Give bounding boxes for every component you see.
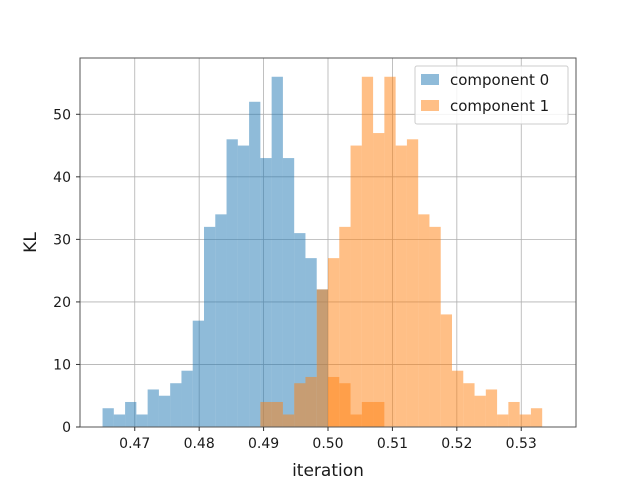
bar-series-2-bin-6 xyxy=(395,145,407,427)
bar-series-2-bin-2 xyxy=(350,145,362,427)
bar-series-0-bin-15 xyxy=(271,76,283,428)
bar-series-0-bin-0 xyxy=(102,408,114,427)
bar-series-2-bin-18 xyxy=(530,408,543,427)
bar-series-0-bin-17 xyxy=(294,233,306,427)
bar-series-0-bin-7 xyxy=(181,370,193,427)
bar-series-2-bin-4 xyxy=(373,133,385,427)
bar-series-0-bin-6 xyxy=(170,383,182,427)
bar-series-2-bin-14 xyxy=(485,389,498,427)
y-tick-label-40: 40 xyxy=(53,170,71,186)
bar-series-2-bin-5 xyxy=(384,76,396,428)
bar-series-2-bin-16 xyxy=(508,401,520,427)
y-tick-label-0: 0 xyxy=(62,420,71,436)
bar-series-0-bin-1 xyxy=(113,414,126,427)
bar-series-2-bin-15 xyxy=(497,414,509,427)
bar-series-0-bin-3 xyxy=(136,414,148,427)
bar-series-2-bin-11 xyxy=(452,370,464,427)
legend-swatch-component-1 xyxy=(421,100,439,111)
bar-series-0-bin-4 xyxy=(147,389,159,427)
bar-series-2-bin-1 xyxy=(339,226,351,427)
bar-series-0-bin-8 xyxy=(192,320,204,427)
x-tick-label-0.50: 0.50 xyxy=(312,436,343,452)
legend-box xyxy=(414,65,569,125)
bar-series-2-bin-10 xyxy=(440,314,452,427)
x-tick-label-0.48: 0.48 xyxy=(184,436,215,452)
ticks-layer: 0.47 0.48 0.49 0.50 0.51 0.52 0.53 0 10 20 30 40 50 xyxy=(53,107,537,452)
y-tick-label-20: 20 xyxy=(53,295,71,311)
legend-swatch-component-0 xyxy=(421,74,439,85)
y-tick-label-50: 50 xyxy=(53,107,71,123)
bar-series-1-bin-5 xyxy=(316,289,328,427)
bar-series-2-bin-3 xyxy=(361,76,374,428)
x-tick-label-0.53: 0.53 xyxy=(506,436,537,452)
bar-series-2-bin-8 xyxy=(418,214,430,427)
bar-series-0-bin-13 xyxy=(249,101,261,427)
bar-series-0-bin-10 xyxy=(215,214,227,427)
bar-series-1-bin-0 xyxy=(260,401,272,427)
bar-series-1-bin-4 xyxy=(305,376,317,427)
bar-series-1-bin-1 xyxy=(271,401,283,427)
bar-series-2-bin-7 xyxy=(406,139,419,427)
bar-series-0-bin-11 xyxy=(226,139,238,427)
bar-series-2-bin-9 xyxy=(429,226,441,427)
bars-layer xyxy=(102,76,543,428)
y-tick-label-10: 10 xyxy=(53,357,71,373)
x-tick-label-0.47: 0.47 xyxy=(119,436,150,452)
bar-series-0-bin-18 xyxy=(305,258,317,427)
bar-series-1-bin-3 xyxy=(294,383,306,427)
legend-label-component-0: component 0 xyxy=(450,71,549,89)
bar-series-0-bin-2 xyxy=(125,401,137,427)
bar-series-2-bin-12 xyxy=(463,383,475,427)
y-axis-label: KL xyxy=(21,232,41,253)
legend-label-component-1: component 1 xyxy=(450,97,549,115)
bar-series-0-bin-5 xyxy=(158,395,171,427)
x-tick-label-0.52: 0.52 xyxy=(441,436,472,452)
x-tick-label-0.51: 0.51 xyxy=(377,436,408,452)
bar-series-2-bin-17 xyxy=(519,414,531,427)
bar-series-0-bin-16 xyxy=(282,158,295,427)
x-tick-label-0.49: 0.49 xyxy=(248,436,279,452)
bar-series-1-bin-2 xyxy=(282,414,295,427)
bar-series-0-bin-14 xyxy=(260,158,272,427)
bar-series-2-bin-0 xyxy=(328,258,340,427)
legend: component 0 component 1 xyxy=(414,65,569,125)
bar-series-0-bin-12 xyxy=(237,145,250,427)
x-axis-label: iteration xyxy=(292,461,364,480)
bar-series-0-bin-9 xyxy=(204,226,216,427)
bar-series-2-bin-13 xyxy=(474,395,486,427)
y-tick-label-30: 30 xyxy=(53,232,71,248)
